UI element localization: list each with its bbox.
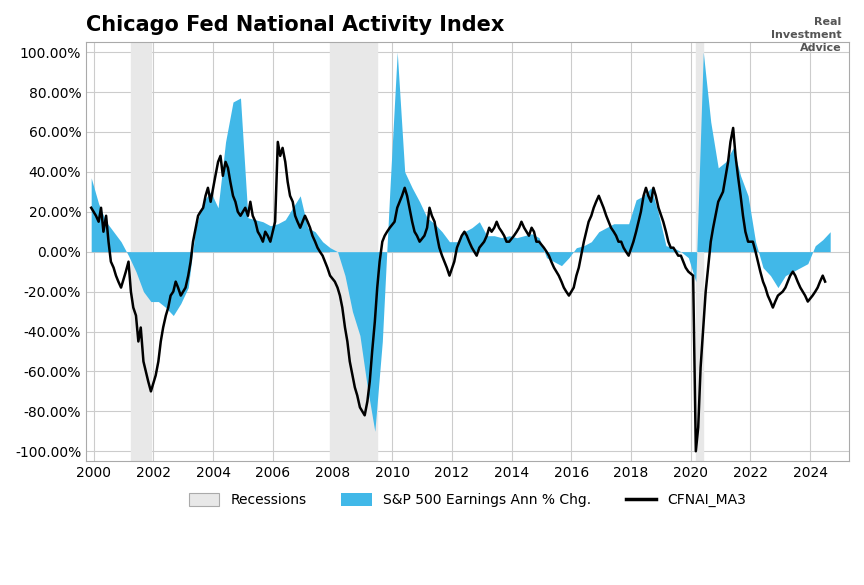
Legend: Recessions, S&P 500 Earnings Ann % Chg., CFNAI_MA3: Recessions, S&P 500 Earnings Ann % Chg.,… <box>183 488 752 513</box>
Bar <box>131 42 151 461</box>
Bar <box>330 42 378 461</box>
Bar <box>696 42 703 461</box>
Text: Real
Investment
Advice: Real Investment Advice <box>771 17 842 53</box>
Text: Chicago Fed National Activity Index: Chicago Fed National Activity Index <box>86 15 505 35</box>
